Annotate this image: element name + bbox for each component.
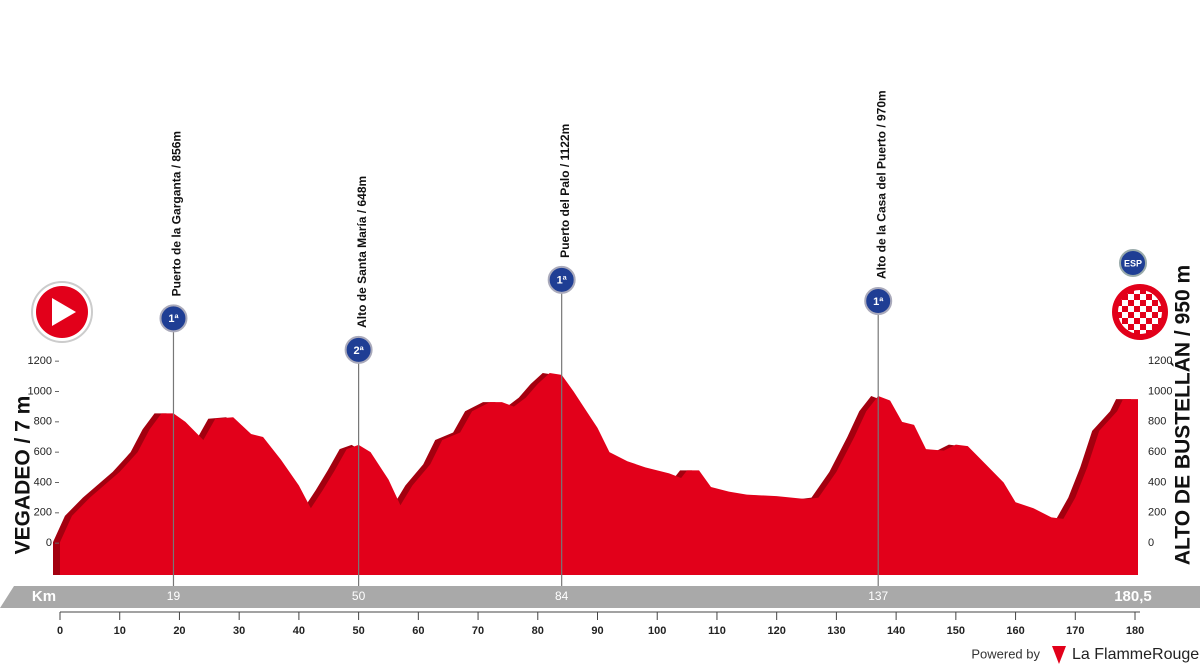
climb-icon xyxy=(547,265,576,294)
finish-badge: ESP xyxy=(1124,258,1142,268)
y-tick-label-right: 0 xyxy=(1148,537,1154,549)
climb-category: 1ª xyxy=(873,296,884,308)
y-tick-label-left: 800 xyxy=(34,416,52,428)
x-tick-label: 0 xyxy=(57,625,63,637)
x-tick-label: 120 xyxy=(767,625,785,637)
powered-by: Powered by xyxy=(971,646,1040,661)
brand: La FlammeRouge xyxy=(1072,646,1199,663)
climb-km: 84 xyxy=(555,589,569,603)
climb-category: 1ª xyxy=(168,313,179,325)
y-tick-label-right: 1000 xyxy=(1148,385,1172,397)
y-tick-label-right: 1200 xyxy=(1148,355,1172,367)
y-tick-label-left: 1200 xyxy=(28,355,52,367)
finish-icon xyxy=(1112,249,1168,340)
km-label: Km xyxy=(32,588,56,605)
x-tick-label: 70 xyxy=(472,625,484,637)
climb-category: 2ª xyxy=(354,345,365,357)
km-bar xyxy=(0,586,1200,608)
x-tick-label: 140 xyxy=(887,625,905,637)
climb-icon xyxy=(864,287,893,316)
climb-name: Alto de la Casa del Puerto / 970m xyxy=(874,90,888,279)
x-tick-label: 170 xyxy=(1066,625,1084,637)
x-tick-label: 10 xyxy=(114,625,126,637)
x-tick-label: 150 xyxy=(947,625,965,637)
y-tick-label-right: 400 xyxy=(1148,476,1166,488)
climb-name: Puerto del Palo / 1122m xyxy=(558,124,572,258)
x-tick-label: 40 xyxy=(293,625,305,637)
climb-km: 137 xyxy=(868,589,888,603)
x-tick-label: 180 xyxy=(1126,625,1144,637)
climb-km: 19 xyxy=(167,589,181,603)
x-tick-label: 60 xyxy=(412,625,424,637)
start-label: VEGADEO / 7 m xyxy=(12,396,35,555)
climb-name: Puerto de la Garganta / 856m xyxy=(170,131,184,296)
y-tick-label-left: 0 xyxy=(46,537,52,549)
finish-km: 180,5 xyxy=(1114,588,1152,605)
y-tick-label-left: 1000 xyxy=(28,385,52,397)
x-tick-label: 20 xyxy=(173,625,185,637)
climb-category: 1ª xyxy=(557,275,568,287)
y-tick-label-right: 800 xyxy=(1148,416,1166,428)
climb-name: Alto de Santa María / 648m xyxy=(355,176,369,328)
y-tick-label-left: 400 xyxy=(34,476,52,488)
x-tick-label: 50 xyxy=(352,625,364,637)
y-tick-label-left: 600 xyxy=(34,446,52,458)
climb-km: 50 xyxy=(352,589,366,603)
x-tick-label: 90 xyxy=(591,625,603,637)
x-tick-label: 30 xyxy=(233,625,245,637)
x-tick-label: 160 xyxy=(1006,625,1024,637)
climb-icon xyxy=(159,304,188,333)
y-tick-label-right: 200 xyxy=(1148,507,1166,519)
y-tick-label-left: 200 xyxy=(34,507,52,519)
x-tick-label: 80 xyxy=(532,625,544,637)
x-tick-label: 130 xyxy=(827,625,845,637)
y-tick-label-right: 600 xyxy=(1148,446,1166,458)
finish-label: ALTO DE BUSTELLÁN / 950 m xyxy=(1172,265,1195,565)
start-icon xyxy=(31,281,93,343)
x-tick-label: 110 xyxy=(708,625,726,637)
profile-area xyxy=(60,372,1138,575)
x-tick-label: 100 xyxy=(648,625,666,637)
climb-icon xyxy=(344,335,373,364)
brand-logo xyxy=(1052,646,1066,664)
